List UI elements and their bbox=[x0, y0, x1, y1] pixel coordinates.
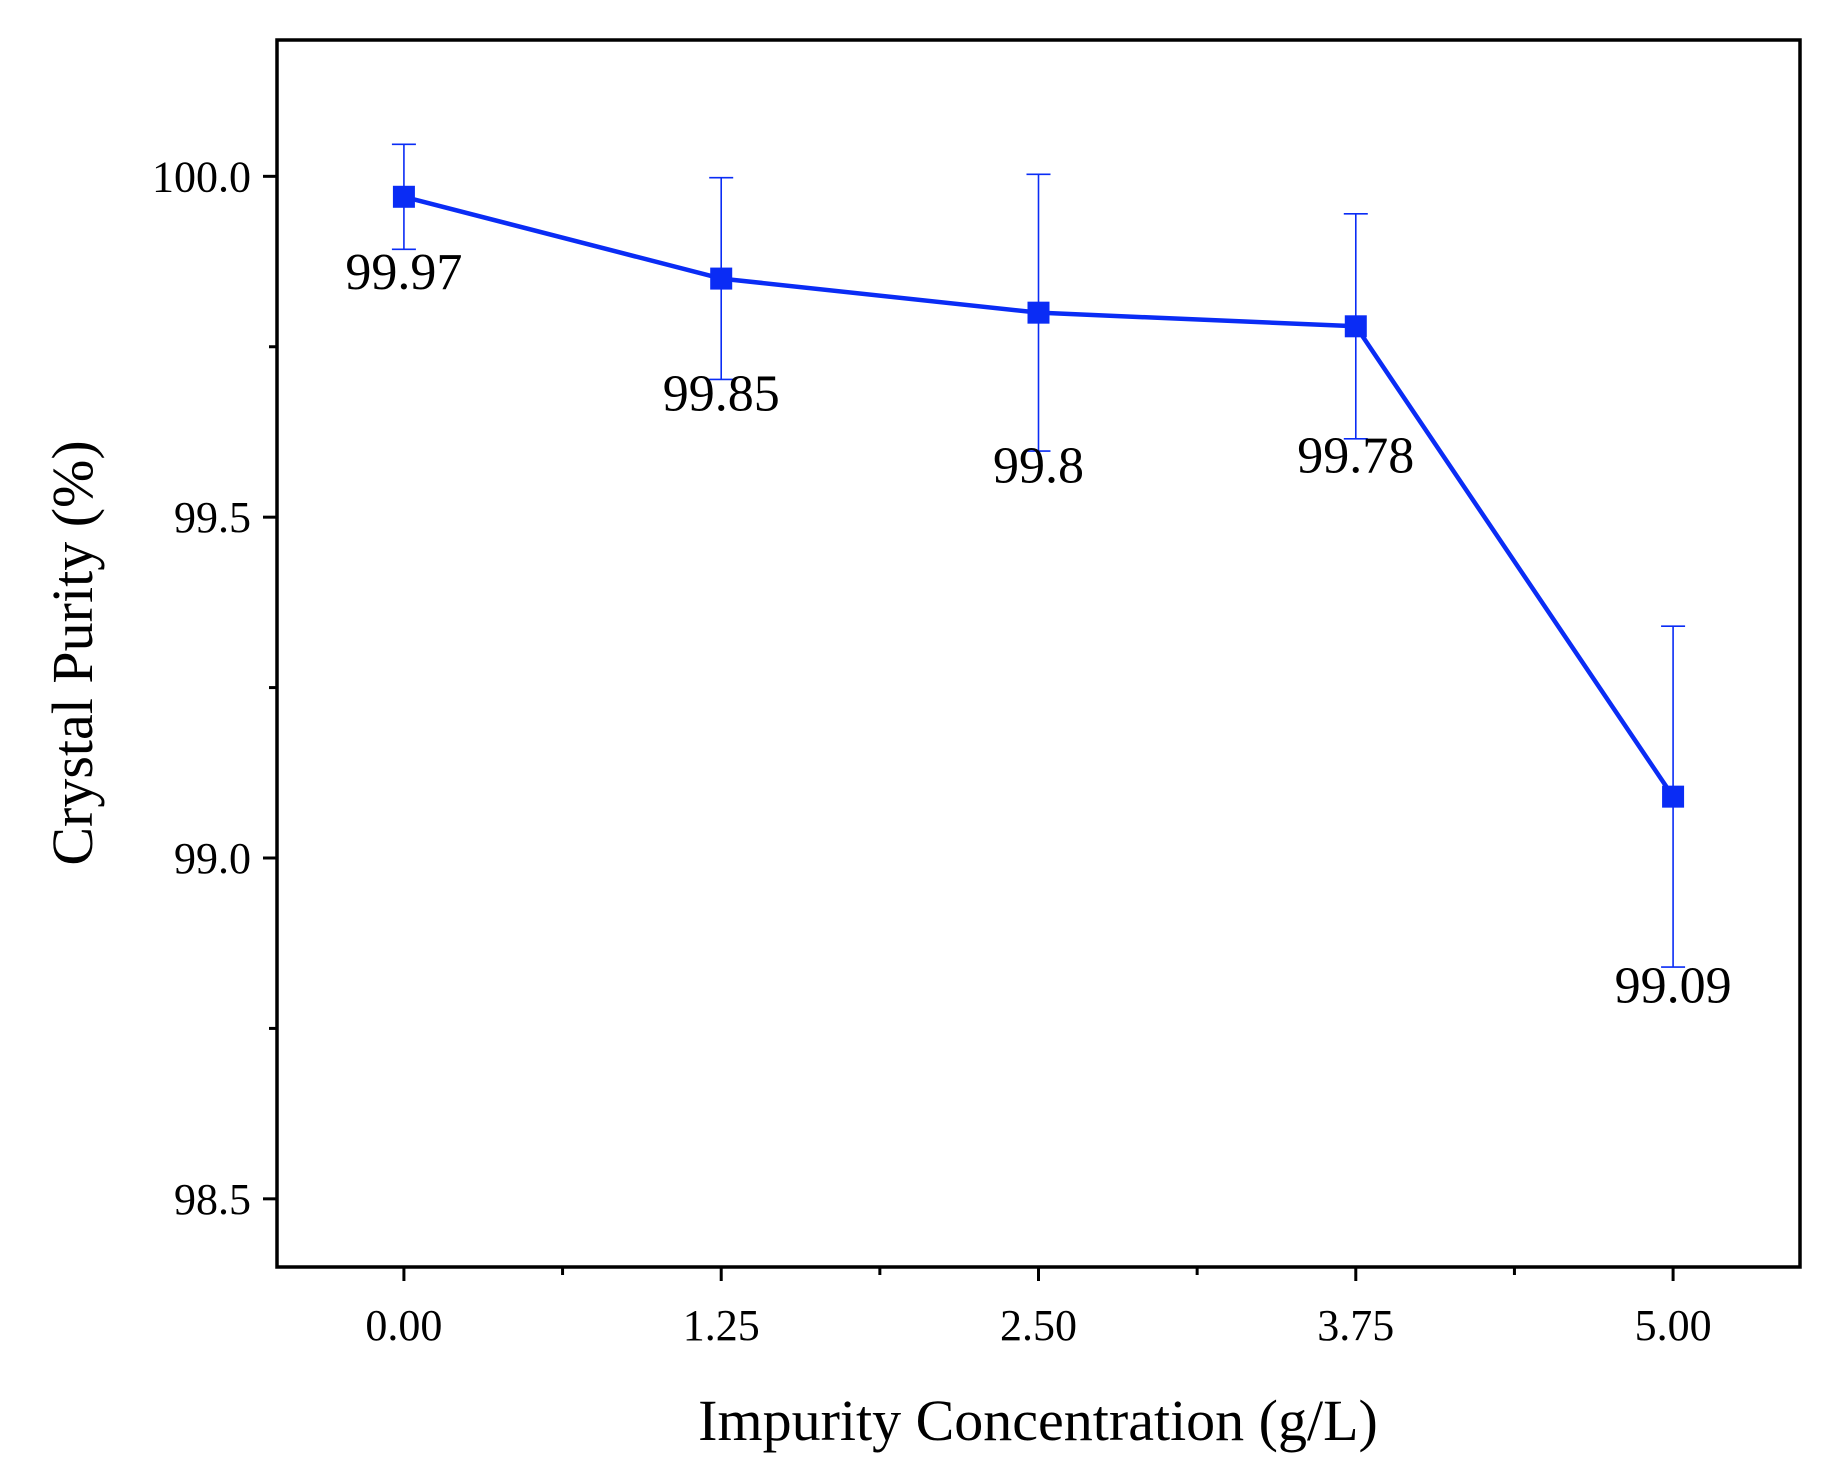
data-label: 99.8 bbox=[993, 438, 1084, 495]
axis-ticks: 0.00 1.25 2.50 3.75 5.00 98.5 99.0 99.5 100.0 bbox=[152, 152, 1712, 1350]
data-point bbox=[710, 267, 733, 290]
x-tick-label: 0.00 bbox=[365, 1301, 442, 1350]
labels-layer: 99.97 99.85 99.8 99.78 99.09 bbox=[345, 244, 1731, 1015]
data-point bbox=[1027, 301, 1050, 324]
x-axis-title: Impurity Concentration (g/L) bbox=[698, 1388, 1378, 1453]
data-label: 99.09 bbox=[1615, 958, 1732, 1015]
y-tick-label: 99.0 bbox=[174, 834, 251, 883]
y-tick-label: 98.5 bbox=[174, 1175, 251, 1224]
x-tick-label: 1.25 bbox=[683, 1301, 760, 1350]
x-tick-label: 2.50 bbox=[1000, 1301, 1077, 1350]
data-point bbox=[1662, 785, 1685, 808]
data-point bbox=[1344, 315, 1367, 338]
x-tick-label: 5.00 bbox=[1635, 1301, 1712, 1350]
data-label: 99.78 bbox=[1297, 427, 1414, 484]
data-label: 99.85 bbox=[663, 366, 780, 423]
series-layer bbox=[391, 143, 1686, 968]
y-tick-label: 99.5 bbox=[174, 493, 251, 542]
x-tick-label: 3.75 bbox=[1317, 1301, 1394, 1350]
data-point bbox=[392, 185, 415, 208]
y-axis-title: Crystal Purity (%) bbox=[40, 440, 105, 865]
data-label: 99.97 bbox=[345, 244, 462, 301]
y-tick-label: 100.0 bbox=[152, 152, 251, 201]
